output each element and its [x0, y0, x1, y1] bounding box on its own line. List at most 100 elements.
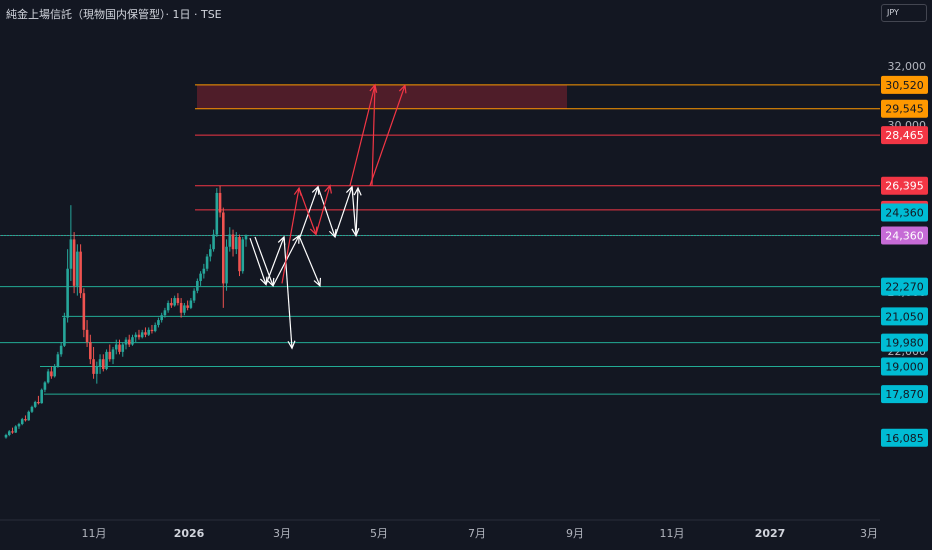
projection-arrowhead — [313, 277, 322, 288]
candle-body — [76, 251, 79, 286]
candle-body — [85, 329, 89, 343]
x-axis-tick: 3月 — [273, 527, 291, 540]
symbol-title[interactable]: 純金上場信託（現物国内保管型）· 1日 · TSE — [6, 8, 222, 21]
candle-body — [33, 401, 37, 407]
candle-body — [189, 300, 193, 308]
price-label-text: 28,465 — [885, 129, 924, 142]
candle-body — [56, 354, 60, 367]
candle-body — [53, 366, 56, 377]
price-label-badge[interactable] — [881, 428, 928, 447]
x-axis-tick: 2027 — [755, 527, 786, 540]
price-label-badge[interactable] — [881, 126, 928, 145]
candle-body — [131, 337, 134, 345]
candle-body — [153, 324, 157, 332]
projection-segment — [298, 235, 321, 287]
price-label-badge[interactable] — [881, 307, 928, 326]
candle-body — [186, 305, 189, 308]
candle-body — [20, 419, 24, 424]
candle-body — [183, 305, 186, 313]
projection-segment — [355, 188, 359, 236]
candle-body — [82, 293, 86, 330]
candle-body — [160, 315, 163, 321]
candle-body — [92, 359, 95, 374]
candle-body — [108, 351, 112, 360]
candle-body — [46, 371, 50, 383]
projection-arrowhead — [353, 186, 362, 196]
projection-segment — [315, 185, 331, 235]
price-label-text: 24,360 — [885, 229, 924, 242]
candle-body — [228, 234, 232, 247]
projection-segment — [351, 186, 357, 236]
candle-body — [166, 302, 170, 311]
price-label-text: 17,870 — [885, 388, 924, 401]
candle-body — [79, 251, 82, 294]
candle-body — [212, 234, 215, 250]
candle-body — [238, 236, 241, 272]
candle-body — [209, 249, 212, 257]
candle-body — [40, 389, 43, 404]
price-label-badge[interactable] — [881, 176, 928, 195]
candle-body — [176, 298, 180, 303]
projection-segment — [317, 186, 336, 238]
price-label-text: 29,545 — [885, 103, 924, 116]
currency-button[interactable]: JPY — [881, 4, 927, 22]
candle-body — [30, 406, 34, 412]
price-label-text: 24,360 — [885, 206, 924, 219]
price-label-text: 22,270 — [885, 281, 924, 294]
candle-body — [150, 329, 154, 332]
projection-segment — [249, 237, 267, 285]
price-label-badge[interactable] — [881, 333, 928, 352]
candle-body — [14, 426, 18, 433]
price-label-badge[interactable] — [881, 75, 928, 94]
price-label-badge[interactable] — [881, 99, 928, 118]
price-label-badge[interactable] — [881, 226, 928, 245]
candle-body — [17, 423, 21, 427]
candle-body — [101, 359, 105, 369]
candle-body — [11, 431, 14, 433]
price-label-badge[interactable] — [881, 385, 928, 404]
candle-body — [205, 256, 209, 269]
projection-segment — [283, 236, 293, 349]
candle-body — [218, 192, 222, 213]
candle-body — [137, 334, 141, 338]
x-axis-tick: 11月 — [660, 527, 685, 540]
price-label-badge[interactable] — [881, 277, 928, 296]
candle-body — [66, 268, 69, 318]
projection-segment — [349, 84, 376, 186]
candle-body — [7, 431, 11, 435]
candle-body — [50, 371, 53, 377]
candle-body — [163, 310, 167, 316]
candle-body — [179, 302, 183, 313]
price-label-text: 19,000 — [885, 361, 924, 374]
candle-body — [157, 320, 160, 325]
projection-segment — [265, 236, 285, 285]
price-label-badge[interactable] — [881, 357, 928, 376]
candle-body — [4, 434, 8, 438]
candle-body — [114, 344, 118, 350]
candle-body — [202, 268, 206, 274]
candle-body — [221, 212, 225, 284]
x-axis-tick: 5月 — [370, 527, 388, 540]
projection-arrowhead — [398, 84, 407, 94]
candle-body — [144, 332, 147, 335]
candle-body — [89, 342, 92, 360]
price-label-badge[interactable] — [881, 203, 928, 222]
candle-body — [37, 401, 40, 404]
candle-body — [124, 339, 128, 345]
candle-body — [244, 235, 248, 240]
price-label-text: 30,520 — [885, 79, 924, 92]
candle-body — [105, 351, 108, 369]
projection-segment — [299, 186, 319, 238]
candle-body — [24, 419, 27, 421]
candle-body — [241, 239, 245, 272]
projection-segment — [281, 187, 300, 284]
x-axis-tick: 11月 — [82, 527, 107, 540]
target-zone — [197, 84, 567, 109]
candle-body — [72, 239, 76, 286]
candle-body — [192, 290, 196, 301]
candle-body — [111, 349, 115, 360]
candle-body — [147, 329, 151, 335]
candle-body — [27, 411, 31, 421]
